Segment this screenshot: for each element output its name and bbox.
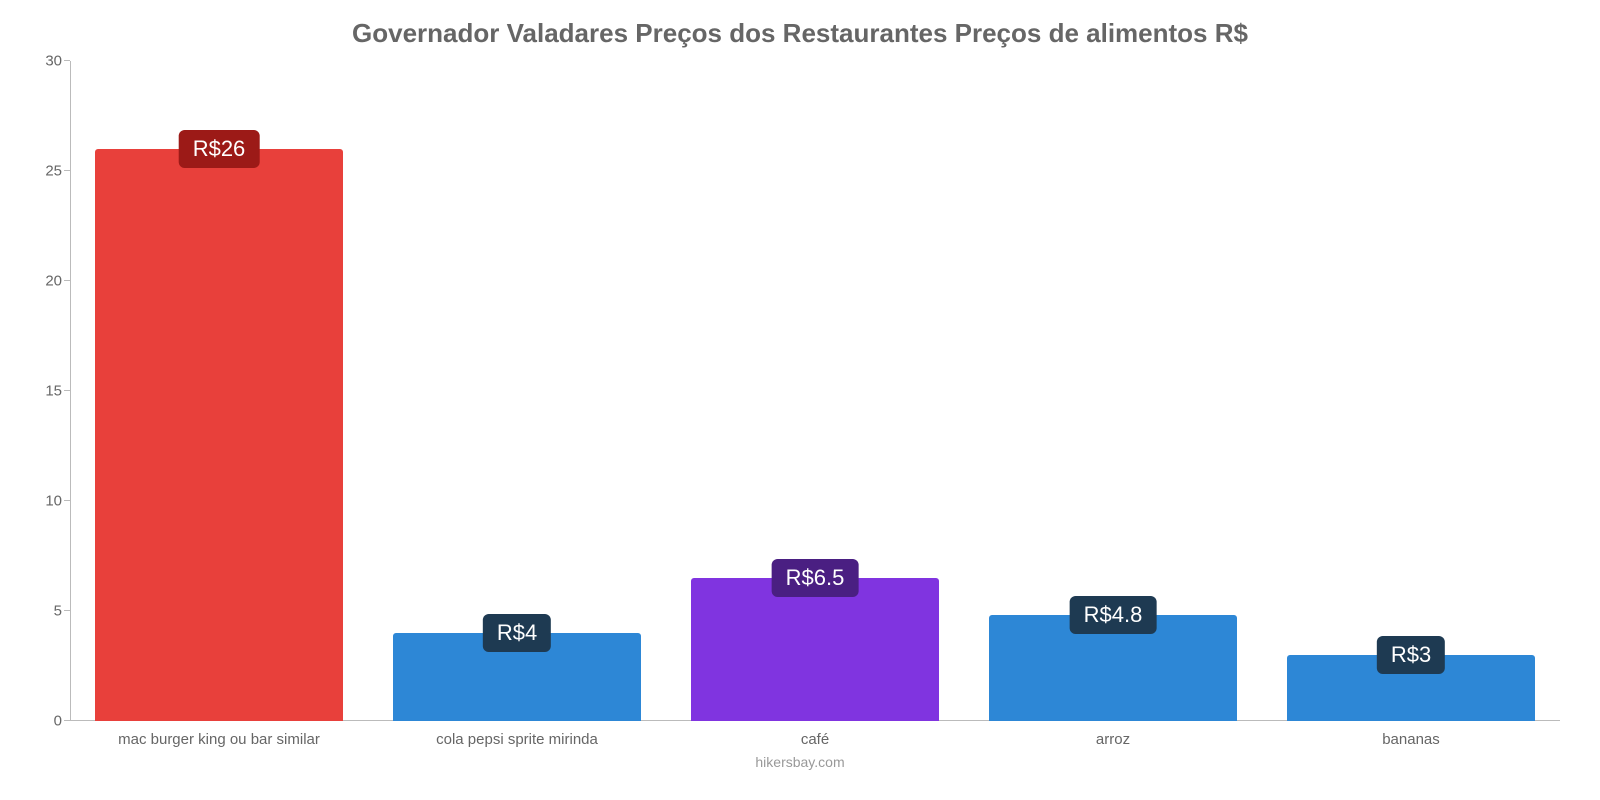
value-badge: R$4 bbox=[483, 614, 551, 652]
x-axis-labels: mac burger king ou bar similarcola pepsi… bbox=[70, 731, 1560, 748]
bar bbox=[95, 149, 342, 721]
bar-slot: R$26 bbox=[70, 61, 368, 721]
y-tick-label: 30 bbox=[30, 53, 62, 70]
x-tick-label: cola pepsi sprite mirinda bbox=[368, 731, 666, 748]
bars-group: R$26 R$4 R$6.5 R$4.8 R$3 bbox=[70, 61, 1560, 721]
y-tick-label: 25 bbox=[30, 163, 62, 180]
y-axis: 051015202530 bbox=[30, 61, 70, 721]
x-tick-label: bananas bbox=[1262, 731, 1560, 748]
bar-slot: R$6.5 bbox=[666, 61, 964, 721]
y-tick-label: 5 bbox=[30, 603, 62, 620]
bar-slot: R$4.8 bbox=[964, 61, 1262, 721]
y-tick-label: 0 bbox=[30, 713, 62, 730]
bar-slot: R$3 bbox=[1262, 61, 1560, 721]
y-tick-label: 15 bbox=[30, 383, 62, 400]
y-tick-label: 20 bbox=[30, 273, 62, 290]
y-tick-label: 10 bbox=[30, 493, 62, 510]
value-badge: R$6.5 bbox=[772, 559, 859, 597]
chart-title: Governador Valadares Preços dos Restaura… bbox=[30, 18, 1570, 49]
bar-slot: R$4 bbox=[368, 61, 666, 721]
x-tick-label: arroz bbox=[964, 731, 1262, 748]
x-tick-label: mac burger king ou bar similar bbox=[70, 731, 368, 748]
chart-footer: hikersbay.com bbox=[30, 754, 1570, 770]
value-badge: R$3 bbox=[1377, 636, 1445, 674]
x-tick-label: café bbox=[666, 731, 964, 748]
value-badge: R$26 bbox=[179, 130, 260, 168]
bar bbox=[691, 578, 938, 721]
chart-container: Governador Valadares Preços dos Restaura… bbox=[0, 0, 1600, 800]
plot-area: 051015202530 R$26R$4R$6.5R$4.8R$3 bbox=[70, 61, 1560, 721]
value-badge: R$4.8 bbox=[1070, 596, 1157, 634]
